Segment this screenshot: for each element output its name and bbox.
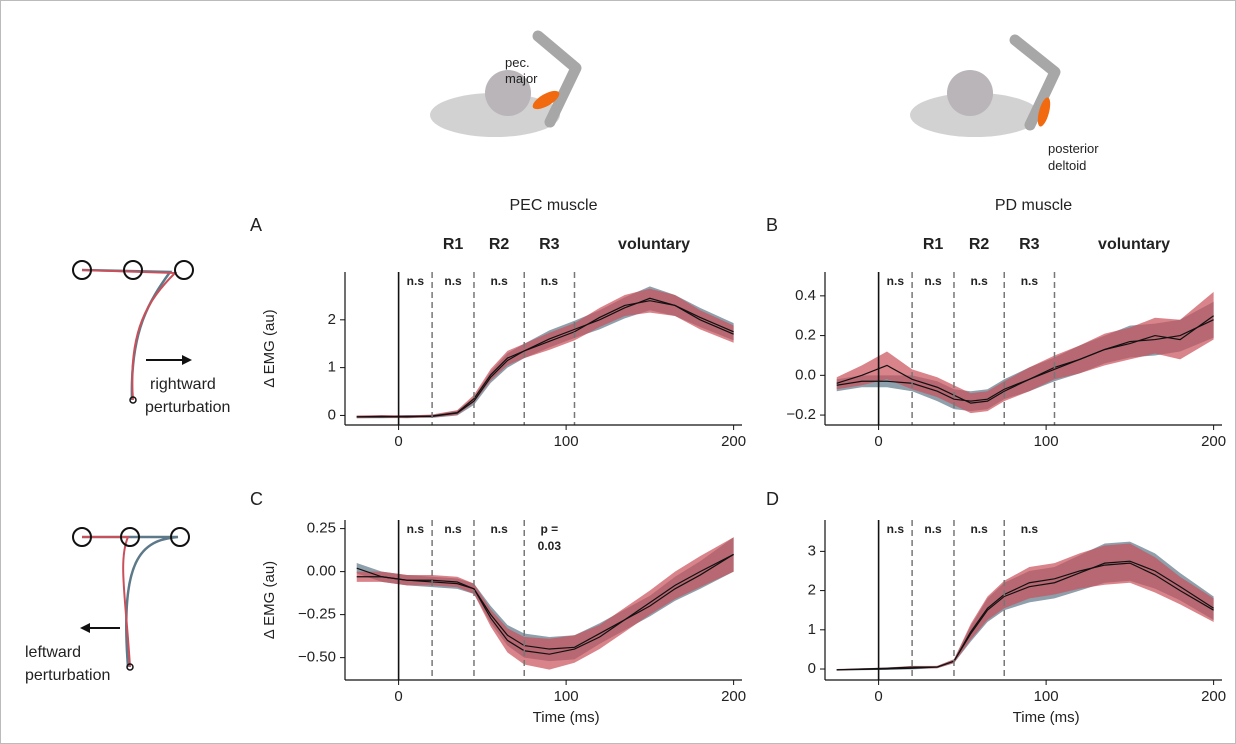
y-tick-label: 0.25 bbox=[307, 520, 336, 537]
stat-label: n.s bbox=[1021, 274, 1039, 288]
panel: D Time (ms) n.s n.s n.s n.s 0 100 200 0 1 2 3 bbox=[766, 489, 1226, 726]
y-tick-label: 0.0 bbox=[795, 366, 816, 383]
leftward-trajectory: leftward perturbation bbox=[25, 527, 190, 684]
stat-label: n.s bbox=[444, 274, 462, 288]
y-tick-label: 0.2 bbox=[795, 327, 816, 344]
stat-label: 0.03 bbox=[538, 539, 562, 553]
panel-letter: D bbox=[766, 489, 779, 509]
stat-label: n.s bbox=[970, 522, 988, 536]
x-tick-label: 200 bbox=[721, 688, 746, 705]
muscle-label: pec. major bbox=[505, 55, 538, 86]
mean-line bbox=[836, 560, 1214, 671]
stat-label: n.s bbox=[924, 274, 942, 288]
x-tick-label: 100 bbox=[554, 433, 579, 450]
muscle-label: posterior deltoid bbox=[1048, 141, 1099, 173]
y-tick-label: −0.25 bbox=[298, 606, 336, 623]
panel-letter: C bbox=[250, 489, 263, 509]
stat-label: n.s bbox=[887, 274, 905, 288]
phase-label: voluntary bbox=[1098, 236, 1170, 253]
x-tick-label: 100 bbox=[554, 688, 579, 705]
phase-label: R3 bbox=[1019, 236, 1040, 253]
panel: B PD muscle n.s R1 n.s R2 n.s R3 n.s voluntary 0 10… bbox=[766, 197, 1226, 450]
y-tick-label: 0.00 bbox=[307, 563, 336, 580]
x-tick-label: 0 bbox=[874, 688, 882, 705]
y-tick-label: 2 bbox=[808, 582, 816, 599]
x-axis-label: Time (ms) bbox=[533, 709, 600, 726]
phase-label: R3 bbox=[539, 236, 560, 253]
panel: C Δ EMG (au) Time (ms) n.s n.s n.s p = 0.03 0 100… bbox=[250, 489, 746, 726]
y-tick-label: 0.4 bbox=[795, 287, 816, 304]
y-tick-label: −0.50 bbox=[298, 649, 336, 666]
x-tick-label: 200 bbox=[1201, 433, 1226, 450]
phase-label: R2 bbox=[969, 236, 990, 253]
stat-label: n.s bbox=[924, 522, 942, 536]
stat-label: p = bbox=[541, 522, 559, 536]
phase-label: R1 bbox=[443, 236, 464, 253]
perturbation-label: rightward perturbation bbox=[145, 376, 230, 416]
stat-label: n.s bbox=[444, 522, 462, 536]
pec-illustration: pec. major bbox=[430, 30, 582, 137]
stat-label: n.s bbox=[490, 522, 508, 536]
stat-label: n.s bbox=[887, 522, 905, 536]
stat-label: n.s bbox=[970, 274, 988, 288]
x-tick-label: 200 bbox=[1201, 688, 1226, 705]
error-band bbox=[836, 543, 1214, 671]
panel-title: PD muscle bbox=[995, 197, 1072, 214]
error-band bbox=[356, 537, 734, 670]
y-tick-label: 2 bbox=[328, 311, 336, 328]
mean-line bbox=[356, 300, 734, 418]
mean-line bbox=[836, 315, 1214, 404]
x-axis-label: Time (ms) bbox=[1013, 709, 1080, 726]
y-axis-label: Δ EMG (au) bbox=[261, 561, 278, 639]
y-tick-label: 0 bbox=[328, 406, 336, 423]
stat-label: n.s bbox=[541, 274, 559, 288]
panel-letter: B bbox=[766, 215, 778, 235]
y-tick-label: 3 bbox=[808, 542, 816, 559]
phase-label: voluntary bbox=[618, 236, 690, 253]
phase-label: R1 bbox=[923, 236, 944, 253]
panel-title: PEC muscle bbox=[509, 197, 597, 214]
stat-label: n.s bbox=[490, 274, 508, 288]
y-tick-label: 1 bbox=[328, 359, 336, 376]
pd-illustration: posterior deltoid bbox=[910, 34, 1099, 173]
x-tick-label: 200 bbox=[721, 433, 746, 450]
x-tick-label: 0 bbox=[874, 433, 882, 450]
panel-letter: A bbox=[250, 215, 262, 235]
x-tick-label: 100 bbox=[1034, 688, 1059, 705]
stat-label: n.s bbox=[407, 274, 425, 288]
y-tick-label: 1 bbox=[808, 621, 816, 638]
y-tick-label: −0.2 bbox=[786, 406, 816, 423]
y-axis-label: Δ EMG (au) bbox=[261, 309, 278, 387]
phase-label: R2 bbox=[489, 236, 510, 253]
panel: A PEC muscle Δ EMG (au) n.s R1 n.s R2 n.s R3 n.s v… bbox=[250, 197, 746, 450]
stat-label: n.s bbox=[407, 522, 425, 536]
rightward-trajectory: rightward perturbation bbox=[72, 260, 230, 416]
y-tick-label: 0 bbox=[808, 660, 816, 677]
x-tick-label: 100 bbox=[1034, 433, 1059, 450]
perturbation-label: leftward perturbation bbox=[25, 644, 110, 684]
x-tick-label: 0 bbox=[394, 433, 402, 450]
x-tick-label: 0 bbox=[394, 688, 402, 705]
error-band bbox=[836, 291, 1214, 414]
stat-label: n.s bbox=[1021, 522, 1039, 536]
